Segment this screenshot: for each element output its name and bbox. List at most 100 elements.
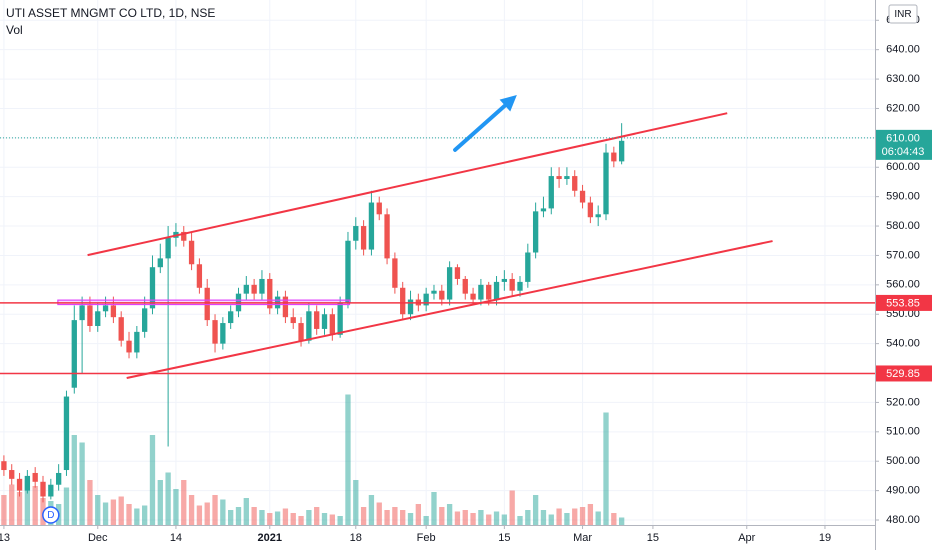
- candle-body: [509, 278, 515, 291]
- candle-body: [142, 308, 148, 332]
- y-tick-label: 490.00: [886, 485, 920, 497]
- volume-bar: [314, 507, 320, 525]
- volume-bar: [24, 480, 31, 525]
- volume-bar: [407, 513, 414, 525]
- volume-bar: [415, 504, 422, 525]
- candle-body: [431, 290, 437, 294]
- y-tick-label: 580.00: [886, 220, 920, 232]
- candle-body: [110, 305, 117, 318]
- y-tick-label: 540.00: [886, 338, 920, 350]
- candle-body: [165, 237, 171, 259]
- y-tick-label: 630.00: [886, 73, 920, 85]
- volume-bar: [486, 514, 492, 525]
- volume-bar: [454, 511, 461, 525]
- candle-body: [321, 314, 328, 329]
- level-label-box: [876, 294, 932, 311]
- level-label-box: [876, 365, 932, 382]
- volume-bar: [564, 513, 570, 525]
- volume-bar: [16, 492, 23, 525]
- volume-bar: [102, 502, 109, 525]
- volume-bar: [478, 510, 484, 525]
- candle-body: [595, 214, 601, 218]
- candle-body: [48, 484, 54, 497]
- y-tick-label: 480.00: [886, 514, 920, 526]
- volume-bar: [353, 480, 359, 525]
- candle-body: [290, 317, 296, 324]
- candle-body: [462, 278, 468, 294]
- candle-body: [102, 305, 109, 312]
- volume-bar: [329, 514, 335, 525]
- candle-body: [79, 305, 85, 321]
- volume-label: Vol: [6, 23, 23, 37]
- volume-bar: [337, 516, 343, 525]
- candle-body: [532, 211, 539, 253]
- volume-bar: [251, 507, 257, 525]
- candle-body: [95, 311, 101, 326]
- volume-bar: [63, 487, 70, 525]
- volume-bar: [71, 435, 77, 525]
- x-tick-label: 13: [0, 532, 10, 544]
- currency-box[interactable]: [888, 4, 918, 24]
- volume-bar: [298, 516, 304, 525]
- candle-body: [564, 176, 570, 180]
- candle-body: [259, 278, 265, 294]
- y-tick-label: 500.00: [886, 455, 920, 467]
- volume-bar: [1, 495, 7, 525]
- candle-body: [376, 202, 382, 215]
- y-tick-label: 590.00: [886, 191, 920, 203]
- arrow-head: [499, 94, 517, 112]
- candle-body: [611, 152, 617, 162]
- candle-body: [63, 396, 70, 471]
- volume-bar: [196, 505, 203, 525]
- level-label: 529.85: [886, 368, 920, 380]
- candle-body: [243, 284, 249, 294]
- candle-body: [157, 258, 163, 268]
- countdown-label: 06:04:43: [882, 146, 925, 158]
- candle-body: [587, 202, 594, 218]
- candle-body: [149, 267, 156, 309]
- volume-bar: [532, 495, 539, 525]
- volume-bar: [603, 412, 609, 525]
- last-price-box: [876, 129, 932, 160]
- x-tick-label: 15: [647, 532, 659, 544]
- volume-bar: [360, 507, 367, 525]
- volume-bar: [267, 513, 273, 525]
- candle-body: [337, 302, 343, 335]
- volume-bar: [290, 513, 296, 525]
- volume-bar: [9, 484, 15, 525]
- candle-body: [525, 252, 531, 282]
- candle-body: [298, 323, 304, 341]
- candle-body: [55, 472, 62, 485]
- candle-body: [556, 176, 562, 180]
- x-tick-label: Feb: [417, 532, 436, 544]
- volume-bar: [376, 502, 382, 525]
- candle-body: [16, 478, 23, 491]
- trend-line: [87, 112, 728, 257]
- candle-body: [181, 231, 187, 241]
- volume-bar: [306, 510, 312, 525]
- volume-bar: [572, 508, 578, 525]
- volume-bar: [243, 498, 249, 525]
- volume-bar: [556, 508, 562, 525]
- volume-bar: [579, 507, 586, 525]
- volume-bar: [611, 513, 617, 525]
- y-tick-label: 520.00: [886, 396, 920, 408]
- last-price-label: 610.00: [886, 132, 920, 144]
- volume-bar: [212, 495, 218, 525]
- candle-body: [368, 202, 375, 250]
- candle-body: [579, 190, 586, 203]
- candle-body: [212, 320, 218, 344]
- volume-bar: [282, 508, 289, 525]
- x-tick-label: 2021: [258, 532, 282, 544]
- candle-body: [470, 293, 476, 300]
- y-tick-label: 600.00: [886, 161, 920, 173]
- volume-bar: [368, 495, 375, 525]
- candle-body: [282, 296, 289, 318]
- volume-bar: [32, 486, 38, 525]
- x-tick-label: 15: [498, 532, 510, 544]
- y-tick-label: 510.00: [886, 426, 920, 438]
- x-tick-label: 14: [170, 532, 182, 544]
- candle-body: [407, 299, 414, 315]
- currency-label[interactable]: INR: [894, 9, 911, 20]
- volume-pane: [1, 394, 625, 525]
